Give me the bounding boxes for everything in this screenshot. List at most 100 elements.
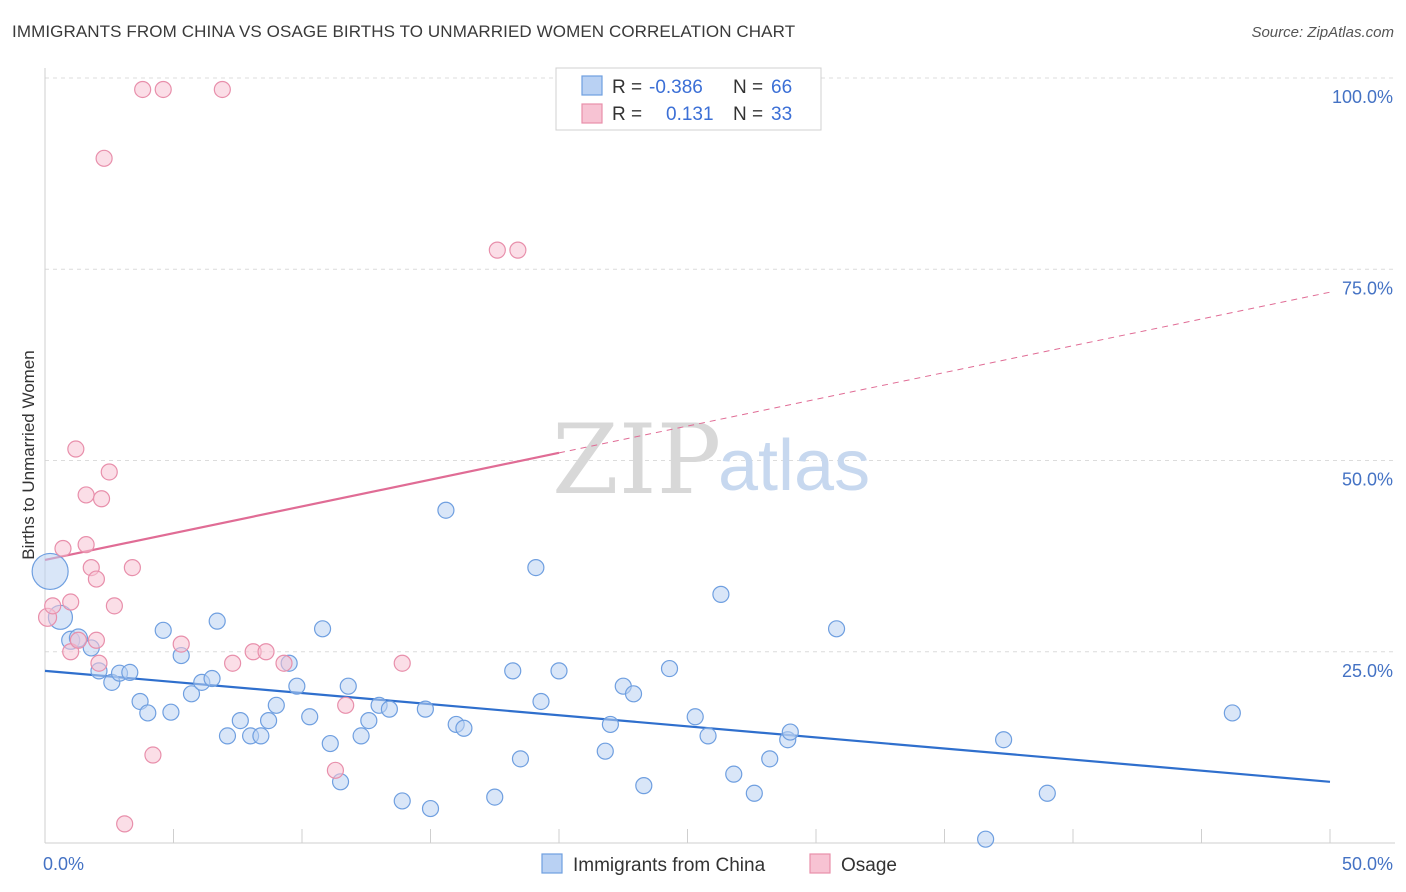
point-osage [213,80,231,99]
point-osage [275,654,293,672]
trend-line-china [44,669,1331,783]
x-tick-labels: 0.0% 50.0% [43,854,1393,874]
point-china [231,711,249,730]
point-china [321,734,339,753]
bottom-legend-label-osage: Osage [841,855,897,876]
point-china [380,700,398,718]
point-osage [62,593,80,611]
point-osage [87,570,106,588]
bottom-legend: Immigrants from China Osage [541,853,897,876]
point-osage [69,631,88,649]
point-osage [87,631,106,649]
x-tick-label-max: 50.0% [1342,854,1393,874]
point-osage [326,761,345,779]
point-china [218,727,237,745]
point-china [725,765,743,783]
point-china [121,663,139,682]
point-china [1038,784,1056,802]
y-tick-label: 25.0% [1342,661,1393,681]
point-china [977,830,995,848]
point-china [154,621,172,639]
point-china [301,708,319,726]
point-osage [105,597,123,615]
point-china [745,784,763,802]
point-china [208,612,226,630]
x-tick-label-min: 0.0% [43,854,84,874]
point-osage [100,463,118,481]
grid-lines [45,77,1395,653]
point-osage [92,490,111,508]
legend-swatch-china [581,75,603,96]
point-china [761,750,779,768]
point-osage [134,80,152,99]
point-china [182,685,201,703]
point-china [288,677,306,695]
point-china [660,659,679,678]
point-china [699,727,717,745]
point-osage [44,597,62,615]
point-china [635,777,653,795]
watermark-atlas: atlas [718,426,870,506]
axes [44,68,1395,844]
point-osage [393,654,411,672]
point-osage [123,558,141,577]
bottom-legend-swatch-osage [809,853,831,874]
point-osage [90,654,108,672]
legend-n-label-china: N = [733,77,763,98]
point-china [139,704,157,722]
point-china [416,700,434,718]
point-china [486,788,504,806]
point-china [352,727,370,745]
y-axis-label: Births to Unmarried Women [19,350,38,559]
point-osage [154,80,172,99]
point-osage [257,643,275,661]
point-osage [172,635,190,653]
legend-r-label-osage: R = [612,104,642,125]
point-china [712,585,730,603]
point-china [339,677,357,695]
legend-n-label-osage: N = [733,104,763,125]
legend-r-value-osage: 0.131 [666,104,714,125]
point-osage [95,149,113,167]
trend-lines [44,291,1331,783]
point-osage [116,815,134,833]
point-china [259,711,278,730]
y-tick-label: 75.0% [1342,278,1393,298]
watermark: ZIP atlas [552,404,870,516]
y-tick-labels: 25.0% 50.0% 75.0% 100.0% [1332,87,1393,681]
point-osage [488,241,506,259]
point-china [550,662,568,680]
y-tick-label: 100.0% [1332,87,1393,107]
point-osage [54,539,72,558]
point-china [203,669,221,688]
y-tick-label: 50.0% [1342,470,1393,490]
point-osage [337,696,355,714]
point-osage [509,241,527,259]
point-china [31,552,69,591]
point-china [686,708,704,726]
top-legend: R = -0.386 N = 66 R = 0.131 N = 33 [555,67,822,131]
point-osage [77,486,95,504]
legend-n-value-osage: 33 [771,104,792,125]
point-china [601,715,620,734]
chart-title: IMMIGRANTS FROM CHINA VS OSAGE BIRTHS TO… [12,22,796,41]
point-china [162,703,180,721]
point-osage [77,536,95,554]
point-china [252,727,270,745]
point-china [995,731,1013,749]
legend-r-value-china: -0.386 [649,77,703,98]
bottom-legend-label-china: Immigrants from China [573,855,766,876]
bottom-legend-swatch-china [541,853,563,874]
watermark-zip: ZIP [552,404,721,516]
data-points [31,80,1241,848]
point-osage [224,654,242,672]
point-china [1223,704,1241,722]
point-china [527,558,545,577]
point-china [511,750,530,768]
point-china [360,711,378,730]
point-china [455,719,473,737]
point-china [267,696,285,714]
point-china [781,723,799,741]
point-china [596,742,614,760]
